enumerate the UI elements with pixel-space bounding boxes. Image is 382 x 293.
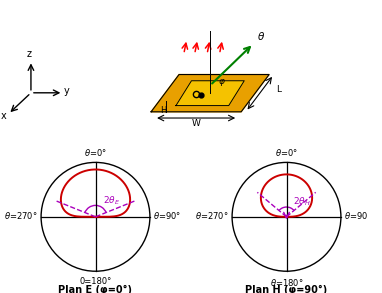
Text: W: W <box>192 119 201 128</box>
Polygon shape <box>151 74 269 112</box>
Text: Plan H (φ=90°): Plan H (φ=90°) <box>245 285 328 293</box>
Text: $\theta$=0°: $\theta$=0° <box>84 146 107 158</box>
Text: $\varphi$: $\varphi$ <box>218 77 226 88</box>
Text: $\theta$=0°: $\theta$=0° <box>275 146 298 158</box>
Text: $\theta$=90°: $\theta$=90° <box>153 210 181 221</box>
Text: L: L <box>276 85 281 94</box>
Text: y: y <box>64 86 70 96</box>
Text: 2$\theta_H$: 2$\theta_H$ <box>293 196 311 208</box>
Text: $\theta$=180°: $\theta$=180° <box>270 277 303 288</box>
Text: 0=180°: 0=180° <box>79 277 112 286</box>
Text: $\theta$=270°: $\theta$=270° <box>195 210 229 221</box>
Polygon shape <box>176 81 244 105</box>
Text: 2$\theta_E$: 2$\theta_E$ <box>103 194 120 207</box>
Text: $\theta$=90: $\theta$=90 <box>344 210 368 221</box>
Text: $\theta$: $\theta$ <box>257 30 265 42</box>
Text: z: z <box>27 49 32 59</box>
Text: Plan E (φ=0°): Plan E (φ=0°) <box>58 285 133 293</box>
Text: H: H <box>160 106 167 115</box>
Text: x: x <box>0 111 6 121</box>
Text: $\theta$=270°: $\theta$=270° <box>4 210 38 221</box>
